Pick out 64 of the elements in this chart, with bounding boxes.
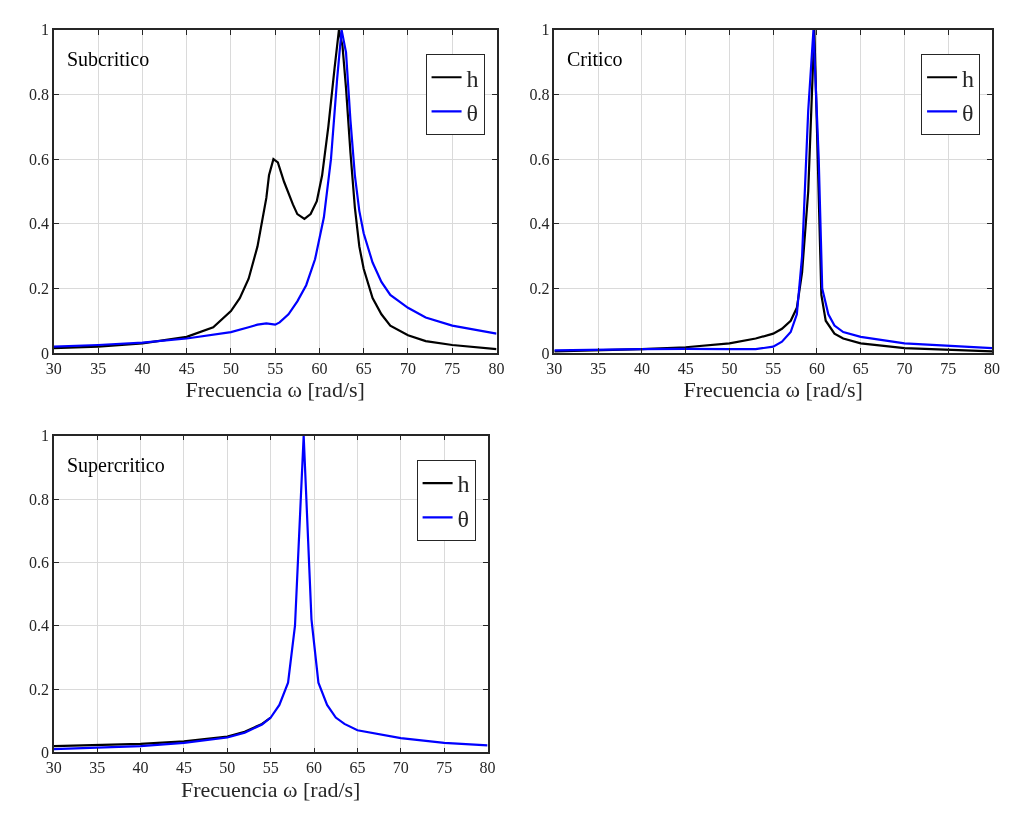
legend-label: h xyxy=(466,65,479,92)
y-tick-label: 0 xyxy=(40,344,49,362)
x-tick-label: 35 xyxy=(590,360,607,378)
text: Supercritico xyxy=(67,454,165,477)
y-tick-label: 0.2 xyxy=(28,680,49,698)
x-tick-label: 50 xyxy=(721,360,738,378)
y-tick-label: 0.4 xyxy=(28,617,49,635)
legend-label: h xyxy=(962,65,975,92)
y-tick-label: 0.4 xyxy=(28,215,49,233)
y-tick-label: 0 xyxy=(40,743,49,761)
y-tick-label: 0.6 xyxy=(529,150,550,168)
x-tick-label: 55 xyxy=(262,759,279,777)
x-tick-label: 60 xyxy=(808,360,825,378)
x-tick-label: 80 xyxy=(479,759,496,777)
x-tick-label: 80 xyxy=(488,360,505,378)
x-tick-label: 40 xyxy=(132,759,149,777)
x-tick-label: 60 xyxy=(311,360,328,378)
x-tick-label: 40 xyxy=(633,360,650,378)
y-tick-label: 0.2 xyxy=(28,280,49,298)
legend-label: θ xyxy=(466,99,479,126)
x-tick-label: 30 xyxy=(45,759,62,777)
x-tick-label: 45 xyxy=(175,759,192,777)
x-tick-label: 75 xyxy=(940,360,957,378)
legend-label: θ xyxy=(962,99,974,126)
x-tick-label: 65 xyxy=(349,759,366,777)
x-tick-label: 65 xyxy=(852,360,869,378)
x-tick-label: 75 xyxy=(436,759,453,777)
x-axis-title: Frecuencia ω [rad/s] xyxy=(683,377,863,403)
y-tick-label: 0.6 xyxy=(28,150,49,168)
x-tick-label: 40 xyxy=(134,360,151,378)
x-tick-label: 35 xyxy=(89,759,106,777)
x-tick-label: 70 xyxy=(399,360,416,378)
x-tick-label: 50 xyxy=(219,759,236,777)
x-tick-label: 45 xyxy=(178,360,195,378)
x-tick-label: 35 xyxy=(90,360,107,378)
y-tick-label: 0.8 xyxy=(28,490,49,508)
y-tick-label: 0.6 xyxy=(28,553,49,571)
y-tick-label: 0 xyxy=(541,344,550,362)
line-series xyxy=(53,435,488,751)
y-tick-label: 1 xyxy=(40,427,49,445)
x-tick-label: 60 xyxy=(306,759,323,777)
x-axis-title: Frecuencia ω [rad/s] xyxy=(185,377,365,403)
x-tick-label: 55 xyxy=(765,360,782,378)
x-tick-label: 55 xyxy=(267,360,284,378)
x-tick-label: 75 xyxy=(444,360,461,378)
x-tick-label: 70 xyxy=(392,759,409,777)
y-tick-label: 1 xyxy=(40,21,49,39)
y-tick-label: 0.2 xyxy=(529,280,550,298)
y-tick-label: 0.4 xyxy=(529,215,550,233)
text: Critico xyxy=(567,48,623,70)
y-tick-label: 0.8 xyxy=(529,86,550,104)
text: Subcritico xyxy=(67,48,150,70)
x-tick-label: 30 xyxy=(45,360,62,378)
x-tick-label: 70 xyxy=(896,360,913,378)
x-tick-label: 50 xyxy=(222,360,239,378)
y-tick-label: 0.8 xyxy=(28,86,49,104)
legend-label: θ xyxy=(457,505,470,532)
x-tick-label: 30 xyxy=(546,360,563,378)
x-tick-label: 65 xyxy=(355,360,372,378)
x-tick-label: 80 xyxy=(984,360,1001,378)
legend-label: h xyxy=(457,471,470,498)
x-tick-label: 45 xyxy=(677,360,694,378)
y-tick-label: 1 xyxy=(541,21,550,39)
x-axis-title: Frecuencia ω [rad/s] xyxy=(181,776,361,802)
